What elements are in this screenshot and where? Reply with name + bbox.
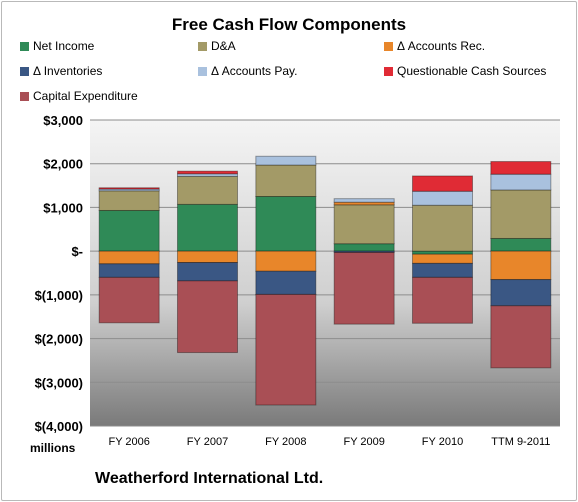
legend-swatch (20, 67, 29, 76)
bar-segment (412, 262, 473, 278)
legend-label: Capital Expenditure (33, 89, 138, 103)
bar-segment (255, 250, 317, 272)
x-tick-label: FY 2008 (265, 436, 306, 448)
legend-swatch (20, 92, 29, 101)
bar-segment (333, 243, 395, 252)
legend-item: Net Income (20, 36, 94, 56)
bar-segment (255, 164, 317, 197)
legend-swatch (20, 42, 29, 51)
bar-segment (98, 187, 160, 190)
y-axis-units-label: millions (30, 441, 76, 455)
bar-segment (490, 279, 552, 307)
legend-item: Δ Accounts Pay. (198, 61, 298, 81)
company-name: Weatherford International Ltd. (95, 470, 324, 487)
bar-segment (177, 170, 238, 175)
y-tick-label: $- (71, 244, 83, 259)
bar-segment (177, 280, 238, 354)
y-tick-label: $(1,000) (35, 288, 83, 303)
bar-segment (490, 305, 552, 369)
legend-label: Questionable Cash Sources (397, 64, 547, 78)
bar-segment (255, 293, 317, 406)
bar-segment (255, 270, 317, 295)
bar-segment (490, 189, 552, 239)
bar-segment (255, 155, 317, 166)
legend-swatch (198, 67, 207, 76)
legend-label: Δ Accounts Pay. (211, 64, 298, 78)
bar-segment (98, 209, 160, 252)
bar-segment (412, 190, 473, 206)
x-tick-label: FY 2010 (422, 436, 463, 448)
y-tick-label: $(2,000) (35, 332, 83, 347)
bar-segment (98, 276, 160, 324)
legend-item: Δ Accounts Rec. (384, 36, 485, 56)
bar-segment (177, 250, 238, 264)
bar-segment (177, 262, 238, 282)
bar-segment (333, 251, 395, 325)
legend-swatch (384, 42, 393, 51)
y-tick-label: $(4,000) (35, 419, 83, 434)
bar-segment (98, 190, 160, 211)
chart-title: Free Cash Flow Components (171, 15, 407, 34)
legend-item: Δ Inventories (20, 61, 102, 81)
legend-label: Δ Inventories (33, 64, 103, 78)
bar-segment (333, 204, 395, 245)
legend-swatch (384, 67, 393, 76)
bar-segment (333, 198, 395, 203)
x-tick-label: FY 2006 (108, 436, 149, 448)
legend-item: Capital Expenditure (20, 86, 138, 106)
y-tick-label: $2,000 (43, 157, 83, 172)
legend-item: D&A (198, 36, 236, 56)
y-tick-label: $(3,000) (35, 375, 83, 390)
legend-label: Net Income (33, 39, 95, 53)
legend-item: Questionable Cash Sources (384, 61, 546, 81)
bar-segment (177, 175, 238, 205)
bar-segment (490, 161, 552, 175)
bar-segment (490, 250, 552, 281)
plot-background (90, 120, 560, 426)
bar-segment (98, 250, 160, 265)
bar-segment (412, 253, 473, 264)
bar-segment (412, 276, 473, 324)
bar-segment (412, 175, 473, 192)
bar-segment (177, 203, 238, 252)
legend-label: Δ Accounts Rec. (397, 39, 486, 53)
x-tick-label: FY 2009 (343, 436, 384, 448)
legend-swatch (198, 42, 207, 51)
x-tick-label: FY 2007 (187, 436, 228, 448)
y-tick-label: $1,000 (43, 200, 83, 215)
bar-segment (255, 196, 317, 252)
bar-segment (490, 237, 552, 252)
bar-segment (412, 204, 473, 252)
bar-segment (490, 173, 552, 191)
y-tick-label: $3,000 (43, 113, 83, 128)
bar-segment (98, 263, 160, 278)
legend-label: D&A (211, 39, 236, 53)
legend: Net Income D&A Δ Accounts Rec. Δ Inventorie… (20, 36, 578, 106)
x-tick-label: TTM 9-2011 (491, 436, 550, 448)
